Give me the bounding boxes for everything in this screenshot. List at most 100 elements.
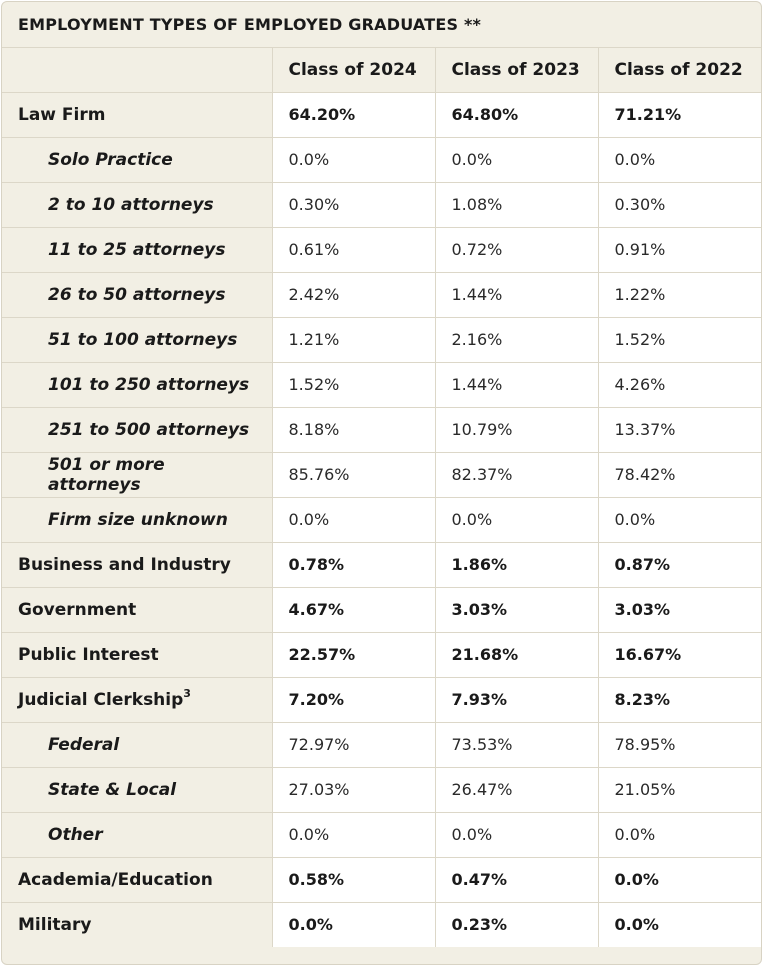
row-label: Government [2,586,273,633]
value-2024: 0.78% [271,541,436,588]
value-2023: 0.72% [434,226,599,273]
value-2023: 3.03% [434,586,599,633]
value-2022: 8.23% [597,676,761,723]
value-2023: 0.0% [434,136,599,183]
value-2024: 1.52% [271,361,436,408]
value-2024: 0.0% [271,136,436,183]
value-2024: 2.42% [271,271,436,318]
value-2023: 1.44% [434,271,599,318]
value-2024: 22.57% [271,631,436,678]
header-class-2023: Class of 2023 [434,46,599,93]
value-2022: 78.95% [597,721,761,768]
value-2024: 7.20% [271,676,436,723]
table-row: 51 to 100 attorneys 1.21% 2.16% 1.52% [2,316,761,363]
table-row: Judicial Clerkship3 7.20% 7.93% 8.23% [2,676,761,723]
value-2022: 71.21% [597,91,761,138]
value-2022: 3.03% [597,586,761,633]
value-2022: 0.0% [597,856,761,903]
table-row: State & Local 27.03% 26.47% 21.05% [2,766,761,813]
value-2024: 0.61% [271,226,436,273]
value-2024: 1.21% [271,316,436,363]
value-2024: 4.67% [271,586,436,633]
row-label-text: Judicial Clerkship [18,689,184,710]
value-2022: 4.26% [597,361,761,408]
row-label: Academia/Education [2,856,273,903]
value-2023: 1.44% [434,361,599,408]
value-2022: 0.0% [597,811,761,858]
table-row: 101 to 250 attorneys 1.52% 1.44% 4.26% [2,361,761,408]
value-2023: 82.37% [434,451,599,498]
footnote-marker: 3 [183,686,191,700]
row-label: Law Firm [2,91,273,138]
value-2023: 21.68% [434,631,599,678]
header-row: Class of 2024 Class of 2023 Class of 202… [2,46,761,93]
value-2024: 27.03% [271,766,436,813]
row-label: Business and Industry [2,541,273,588]
value-2024: 0.30% [271,181,436,228]
table-row: Firm size unknown 0.0% 0.0% 0.0% [2,496,761,543]
row-label: 2 to 10 attorneys [2,181,273,228]
value-2024: 0.0% [271,496,436,543]
value-2022: 0.91% [597,226,761,273]
row-label: Firm size unknown [2,496,273,543]
row-label: 11 to 25 attorneys [2,226,273,273]
value-2024: 0.58% [271,856,436,903]
value-2024: 8.18% [271,406,436,453]
value-2024: 0.0% [271,811,436,858]
value-2023: 0.47% [434,856,599,903]
value-2023: 0.0% [434,811,599,858]
row-label: Solo Practice [2,136,273,183]
value-2022: 0.0% [597,136,761,183]
value-2022: 21.05% [597,766,761,813]
value-2023: 26.47% [434,766,599,813]
table-title-row: EMPLOYMENT TYPES OF EMPLOYED GRADUATES *… [2,2,761,48]
row-label: Public Interest [2,631,273,678]
value-2023: 0.0% [434,496,599,543]
row-label: 26 to 50 attorneys [2,271,273,318]
table-row: Academia/Education 0.58% 0.47% 0.0% [2,856,761,903]
table-row: Law Firm 64.20% 64.80% 71.21% [2,91,761,138]
table-row: 2 to 10 attorneys 0.30% 1.08% 0.30% [2,181,761,228]
row-label: 501 or more attorneys [2,451,273,498]
table-row: Solo Practice 0.0% 0.0% 0.0% [2,136,761,183]
value-2022: 0.30% [597,181,761,228]
value-2022: 0.0% [597,901,761,947]
table-row: Public Interest 22.57% 21.68% 16.67% [2,631,761,678]
table-row: 251 to 500 attorneys 8.18% 10.79% 13.37% [2,406,761,453]
value-2022: 16.67% [597,631,761,678]
header-class-2024: Class of 2024 [271,46,436,93]
value-2024: 72.97% [271,721,436,768]
table-row: Other 0.0% 0.0% 0.0% [2,811,761,858]
value-2023: 0.23% [434,901,599,947]
row-label: State & Local [2,766,273,813]
value-2023: 2.16% [434,316,599,363]
value-2024: 85.76% [271,451,436,498]
table-row: Business and Industry 0.78% 1.86% 0.87% [2,541,761,588]
value-2022: 1.22% [597,271,761,318]
value-2023: 73.53% [434,721,599,768]
value-2022: 13.37% [597,406,761,453]
row-label: 251 to 500 attorneys [2,406,273,453]
table-row: Government 4.67% 3.03% 3.03% [2,586,761,633]
value-2024: 0.0% [271,901,436,947]
value-2022: 1.52% [597,316,761,363]
row-label: Judicial Clerkship3 [2,676,273,723]
table-row: 501 or more attorneys 85.76% 82.37% 78.4… [2,451,761,498]
table-title: EMPLOYMENT TYPES OF EMPLOYED GRADUATES *… [2,2,761,48]
header-class-2022: Class of 2022 [597,46,761,93]
table-row: 11 to 25 attorneys 0.61% 0.72% 0.91% [2,226,761,273]
value-2023: 64.80% [434,91,599,138]
row-label: 51 to 100 attorneys [2,316,273,363]
value-2023: 1.08% [434,181,599,228]
row-label: Military [2,901,273,947]
value-2023: 7.93% [434,676,599,723]
value-2022: 78.42% [597,451,761,498]
header-blank [2,46,273,93]
value-2023: 10.79% [434,406,599,453]
table-row: Federal 72.97% 73.53% 78.95% [2,721,761,768]
value-2023: 1.86% [434,541,599,588]
table-row: 26 to 50 attorneys 2.42% 1.44% 1.22% [2,271,761,318]
value-2024: 64.20% [271,91,436,138]
row-label: Federal [2,721,273,768]
